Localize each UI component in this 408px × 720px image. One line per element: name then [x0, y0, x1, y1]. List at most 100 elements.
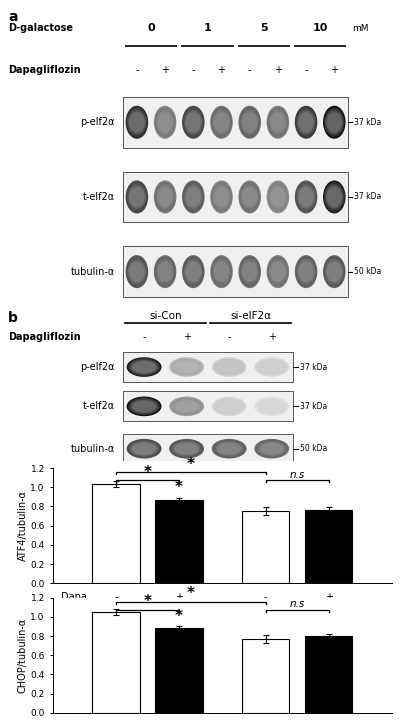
Ellipse shape [215, 398, 244, 414]
Ellipse shape [327, 112, 342, 132]
Ellipse shape [260, 443, 284, 454]
Ellipse shape [184, 184, 203, 210]
Ellipse shape [126, 106, 148, 139]
Ellipse shape [129, 187, 144, 207]
Ellipse shape [185, 185, 202, 209]
Ellipse shape [239, 257, 260, 287]
Ellipse shape [215, 441, 244, 456]
Text: *: * [187, 457, 195, 472]
Text: +: + [183, 332, 191, 342]
Ellipse shape [297, 185, 315, 209]
Text: +: + [217, 65, 226, 75]
Ellipse shape [217, 400, 241, 413]
Ellipse shape [126, 181, 148, 213]
Text: -: - [135, 65, 139, 75]
Ellipse shape [256, 359, 288, 376]
Bar [93, 485, 140, 583]
Text: 0: 0 [147, 23, 155, 33]
Ellipse shape [217, 443, 241, 454]
Ellipse shape [266, 255, 289, 288]
Ellipse shape [239, 107, 260, 137]
FancyBboxPatch shape [123, 391, 293, 421]
Ellipse shape [212, 109, 231, 135]
Ellipse shape [266, 106, 289, 139]
Text: n.s: n.s [290, 599, 305, 609]
Ellipse shape [173, 442, 200, 456]
Ellipse shape [131, 360, 157, 374]
Ellipse shape [295, 255, 317, 288]
Ellipse shape [213, 359, 245, 376]
Ellipse shape [213, 111, 230, 134]
Ellipse shape [260, 361, 284, 373]
Ellipse shape [257, 398, 286, 414]
Text: 5: 5 [260, 23, 268, 33]
Ellipse shape [172, 359, 201, 375]
Ellipse shape [169, 357, 204, 377]
Text: 1: 1 [204, 23, 211, 33]
Text: +: + [330, 65, 338, 75]
Ellipse shape [129, 398, 159, 414]
Ellipse shape [172, 441, 201, 456]
Ellipse shape [213, 440, 245, 457]
Text: *: * [187, 586, 195, 601]
Ellipse shape [241, 185, 258, 209]
Ellipse shape [242, 262, 257, 282]
Ellipse shape [216, 400, 242, 413]
Ellipse shape [217, 361, 241, 373]
Ellipse shape [155, 257, 175, 287]
Ellipse shape [269, 260, 286, 283]
Ellipse shape [132, 400, 156, 413]
Ellipse shape [131, 442, 157, 456]
Ellipse shape [129, 441, 159, 456]
Ellipse shape [154, 181, 176, 213]
Ellipse shape [240, 258, 259, 285]
Text: 50 kDa: 50 kDa [300, 444, 327, 453]
Ellipse shape [155, 258, 175, 285]
Ellipse shape [126, 107, 147, 137]
Ellipse shape [211, 257, 232, 287]
Bar [93, 612, 140, 713]
Bar [155, 629, 203, 713]
Text: *: * [144, 464, 151, 480]
Ellipse shape [213, 260, 230, 283]
Ellipse shape [297, 111, 315, 134]
Bar [305, 510, 352, 583]
Ellipse shape [132, 361, 156, 373]
Ellipse shape [212, 439, 246, 459]
Ellipse shape [327, 262, 342, 282]
Ellipse shape [324, 107, 345, 137]
Ellipse shape [157, 185, 174, 209]
Text: -: - [304, 65, 308, 75]
Ellipse shape [323, 255, 346, 288]
Ellipse shape [213, 397, 245, 415]
Ellipse shape [214, 262, 229, 282]
FancyBboxPatch shape [123, 352, 293, 382]
Ellipse shape [155, 182, 175, 212]
Ellipse shape [216, 360, 242, 374]
Ellipse shape [238, 255, 261, 288]
Ellipse shape [182, 106, 204, 139]
Ellipse shape [214, 187, 229, 207]
Ellipse shape [129, 185, 146, 209]
Ellipse shape [127, 184, 146, 210]
Text: 37 kDa: 37 kDa [300, 363, 327, 372]
Ellipse shape [324, 257, 345, 287]
FancyBboxPatch shape [123, 433, 293, 464]
Ellipse shape [254, 397, 289, 416]
Ellipse shape [126, 257, 147, 287]
Text: +: + [325, 593, 333, 603]
Text: Dapa: Dapa [61, 593, 87, 603]
Ellipse shape [157, 111, 174, 134]
Text: n.s: n.s [290, 469, 305, 480]
Ellipse shape [175, 361, 198, 373]
Ellipse shape [185, 260, 202, 283]
Ellipse shape [325, 258, 344, 285]
Ellipse shape [154, 255, 176, 288]
Text: 37 kDa: 37 kDa [354, 118, 381, 127]
Bar [242, 639, 289, 713]
Ellipse shape [215, 359, 244, 375]
Ellipse shape [270, 262, 286, 282]
Ellipse shape [268, 109, 287, 135]
Text: -: - [191, 65, 195, 75]
Ellipse shape [242, 112, 257, 132]
